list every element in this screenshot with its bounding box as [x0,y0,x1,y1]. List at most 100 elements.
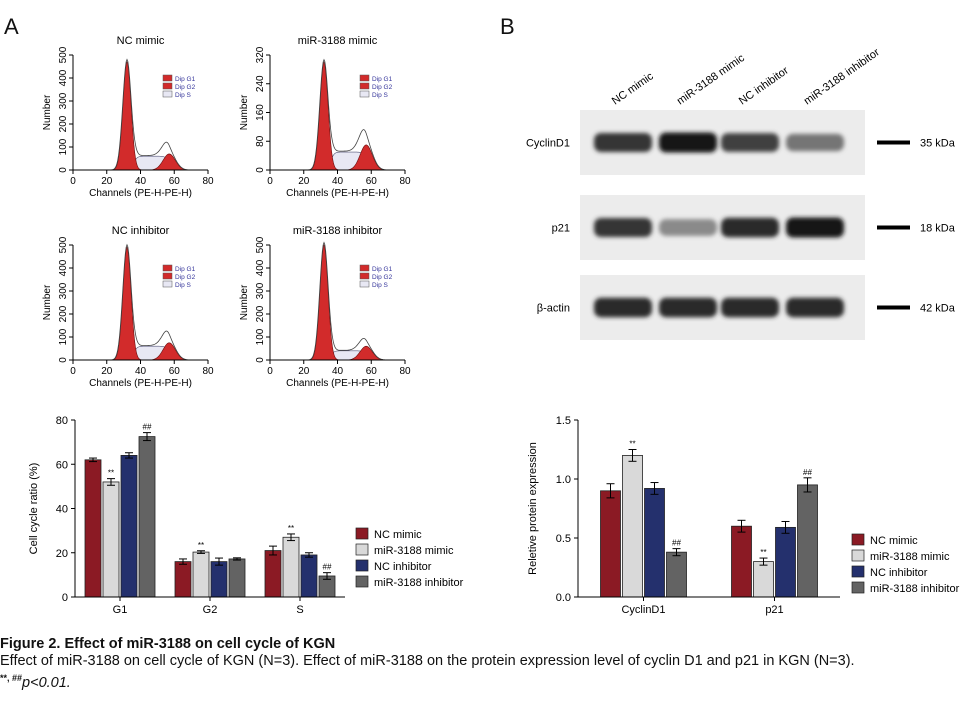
significance-mark: ** [198,541,204,550]
flow-y-tick-label: 0 [58,167,69,173]
flow-x-tick-label: 0 [267,366,273,377]
legend-swatch [851,549,865,562]
bar [138,436,156,598]
kda-label: 18 kDa [920,223,956,235]
bar [622,455,643,598]
flow-y-tick-label: 160 [255,104,266,121]
flow-y-tick-label: 400 [255,259,266,276]
y-tick-label: 0.5 [556,533,571,545]
legend-label: miR-3188 inhibitor [870,583,960,595]
flow-y-tick-label: 200 [255,305,266,322]
flow-y-tick-label: 300 [255,282,266,299]
blot-band [721,297,779,318]
flow-y-tick-label: 200 [58,305,69,322]
figure-caption: Figure 2. Effect of miR-3188 on cell cyc… [0,636,974,692]
blot-band [786,297,844,318]
flow-legend-label: Dip G1 [372,76,393,83]
flow-y-tick-label: 320 [255,46,266,63]
cell-cycle-bar-chart: ** ## G1 ** G2 ** ## S 0 20 40 60 80 Cell cycle ratio… [28,415,464,616]
blot-row-label: CyclinD1 [526,138,570,150]
bar [666,551,687,598]
bar [228,558,246,598]
flow-legend-swatch [359,272,370,280]
legend-label: miR-3188 mimic [374,545,454,557]
flow-legend-swatch [162,264,173,272]
bar [775,526,796,598]
flow-plot-title: NC mimic [117,35,165,47]
flow-plot-2: miR-3188 mimic 0 20 40 60 80 0 80 160 240 320 Numbe… [239,35,411,199]
significance-mark: ** [629,440,635,449]
flow-legend-swatch [162,90,173,98]
lane-label: NC inhibitor [737,64,791,107]
bar [731,525,752,598]
flow-y-tick-label: 300 [58,282,69,299]
flow-y-tick-label: 0 [255,357,266,363]
legend-label: NC inhibitor [374,561,432,573]
flow-g1-peak [106,61,148,171]
flow-y-tick-label: 0 [58,357,69,363]
legend-label: NC mimic [870,535,918,547]
bar [174,561,192,598]
flow-y-tick-label: 240 [255,75,266,92]
flow-legend-swatch [359,90,370,98]
flow-y-tick-label: 500 [58,46,69,63]
flow-x-tick-label: 0 [70,366,76,377]
blot-row-2: p21 18 kDa [552,195,956,260]
blot-band [659,297,717,318]
y-tick-label: 40 [56,504,68,516]
flow-y-axis-label: Number [239,284,250,320]
bar [753,561,774,598]
blot-band [786,217,844,238]
flow-legend-swatch [162,82,173,90]
flow-g1-peak [106,246,148,361]
flow-x-tick-label: 40 [332,176,344,187]
bar [192,551,210,598]
flow-y-tick-label: 100 [255,328,266,345]
flow-y-tick-label: 500 [58,236,69,253]
significance-mark: ** [760,548,766,557]
flow-x-tick-label: 40 [135,366,147,377]
flow-x-axis-label: Channels (PE-H-PE-H) [89,188,192,199]
bar [84,459,102,598]
x-tick-label: p21 [765,604,783,616]
y-tick-label: 20 [56,548,68,560]
bar [600,490,621,598]
flow-legend-swatch [359,82,370,90]
y-tick-label: 1.5 [556,415,571,427]
significance-mark: ## [323,563,332,572]
caption-title: Figure 2. Effect of miR-3188 on cell cyc… [0,636,336,652]
blot-band [594,217,652,238]
panel-letter-b: B [500,14,515,39]
flow-y-axis-label: Number [42,284,53,320]
flow-y-axis-label: Number [239,94,250,130]
x-tick-label: CyclinD1 [621,604,665,616]
x-tick-label: G1 [113,604,128,616]
kda-label: 35 kDa [920,138,956,150]
flow-y-tick-label: 300 [58,92,69,109]
flow-legend-swatch [162,272,173,280]
blot-band [594,132,652,153]
flow-plot-title: NC inhibitor [112,225,170,237]
flow-legend-label: Dip G1 [372,266,393,273]
flow-plot-1: NC mimic 0 20 40 60 80 0 100 200 300 400 500 Number C… [42,35,214,199]
flow-legend-label: Dip G1 [175,76,196,83]
flow-legend-label: Dip G2 [372,84,393,91]
flow-legend-swatch [359,280,370,288]
significance-mark: ## [803,468,812,477]
flow-x-tick-label: 0 [267,176,273,187]
flow-y-tick-label: 400 [58,69,69,86]
flow-x-tick-label: 20 [101,176,113,187]
blot-row-label: p21 [552,223,570,235]
legend-label: NC mimic [374,529,422,541]
y-tick-label: 0 [62,592,68,604]
y-axis-label: Cell cycle ratio (%) [28,463,40,555]
bar [210,561,228,598]
y-tick-label: 0.0 [556,592,571,604]
blot-row-1: CyclinD1 35 kDa [526,110,956,175]
bar [264,550,282,598]
y-tick-label: 1.0 [556,474,571,486]
flow-y-tick-label: 200 [58,115,69,132]
flow-legend-swatch [359,74,370,82]
caption-body: Effect of miR-3188 on cell cycle of KGN … [0,653,974,692]
